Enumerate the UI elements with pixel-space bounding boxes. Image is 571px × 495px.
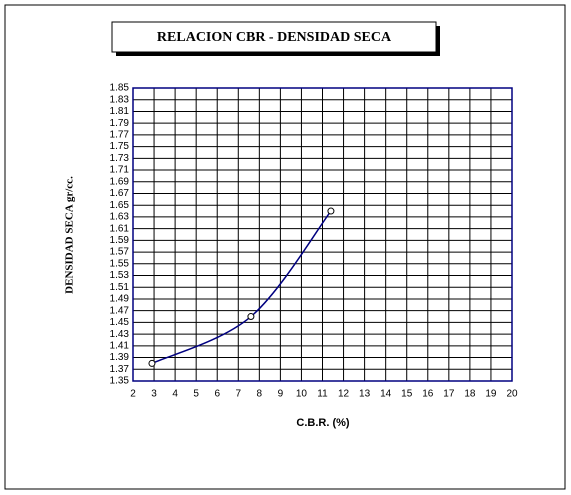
x-tick-label: 2 <box>130 389 136 400</box>
y-tick-label: 1.37 <box>110 364 130 375</box>
y-tick-label: 1.45 <box>110 317 130 328</box>
x-tick-label: 17 <box>443 389 455 400</box>
y-tick-label: 1.77 <box>110 130 130 141</box>
y-tick-label: 1.73 <box>110 153 130 164</box>
data-point <box>247 313 255 321</box>
y-tick-label: 1.47 <box>110 305 130 316</box>
x-tick-label: 6 <box>214 389 220 400</box>
x-tick-label: 13 <box>359 389 371 400</box>
y-tick-label: 1.79 <box>110 118 130 129</box>
y-tick-label: 1.63 <box>110 212 130 223</box>
y-tick-label: 1.81 <box>110 106 130 117</box>
y-tick-label: 1.59 <box>110 235 130 246</box>
x-tick-label: 14 <box>380 389 392 400</box>
y-tick-label: 1.75 <box>110 141 130 152</box>
y-tick-label: 1.65 <box>110 200 130 211</box>
x-axis-label: C.B.R. (%) <box>296 417 350 429</box>
x-tick-label: 4 <box>172 389 178 400</box>
x-tick-label: 10 <box>296 389 308 400</box>
x-tick-label: 16 <box>422 389 434 400</box>
x-tick-label: 5 <box>193 389 199 400</box>
y-tick-label: 1.57 <box>110 247 130 258</box>
x-tick-label: 20 <box>506 389 518 400</box>
y-tick-label: 1.39 <box>110 352 130 363</box>
title-box <box>111 21 437 53</box>
chart-border <box>4 4 566 490</box>
y-tick-label: 1.61 <box>110 223 130 234</box>
y-tick-label: 1.35 <box>110 376 130 387</box>
y-tick-label: 1.51 <box>110 282 130 293</box>
y-tick-label: 1.55 <box>110 258 130 269</box>
y-tick-label: 1.67 <box>110 188 130 199</box>
y-tick-label: 1.71 <box>110 165 130 176</box>
y-tick-label: 1.83 <box>110 94 130 105</box>
y-tick-label: 1.43 <box>110 329 130 340</box>
y-tick-label: 1.53 <box>110 270 130 281</box>
x-tick-label: 3 <box>151 389 157 400</box>
x-tick-label: 19 <box>485 389 497 400</box>
x-tick-label: 8 <box>257 389 263 400</box>
y-tick-label: 1.85 <box>110 83 130 94</box>
data-point <box>327 207 335 215</box>
data-point <box>148 359 156 367</box>
x-tick-label: 9 <box>278 389 284 400</box>
x-tick-label: 12 <box>338 389 350 400</box>
y-tick-label: 1.49 <box>110 294 130 305</box>
x-tick-label: 15 <box>401 389 413 400</box>
x-tick-label: 11 <box>317 389 328 400</box>
plot-border <box>132 87 513 382</box>
y-tick-label: 1.69 <box>110 176 130 187</box>
x-tick-label: 7 <box>235 389 241 400</box>
y-axis-label: DENSIDAD SECA gr/cc. <box>64 176 76 294</box>
x-tick-label: 18 <box>464 389 476 400</box>
y-tick-label: 1.41 <box>110 340 130 351</box>
chart-title: RELACION CBR - DENSIDAD SECA <box>157 30 392 45</box>
